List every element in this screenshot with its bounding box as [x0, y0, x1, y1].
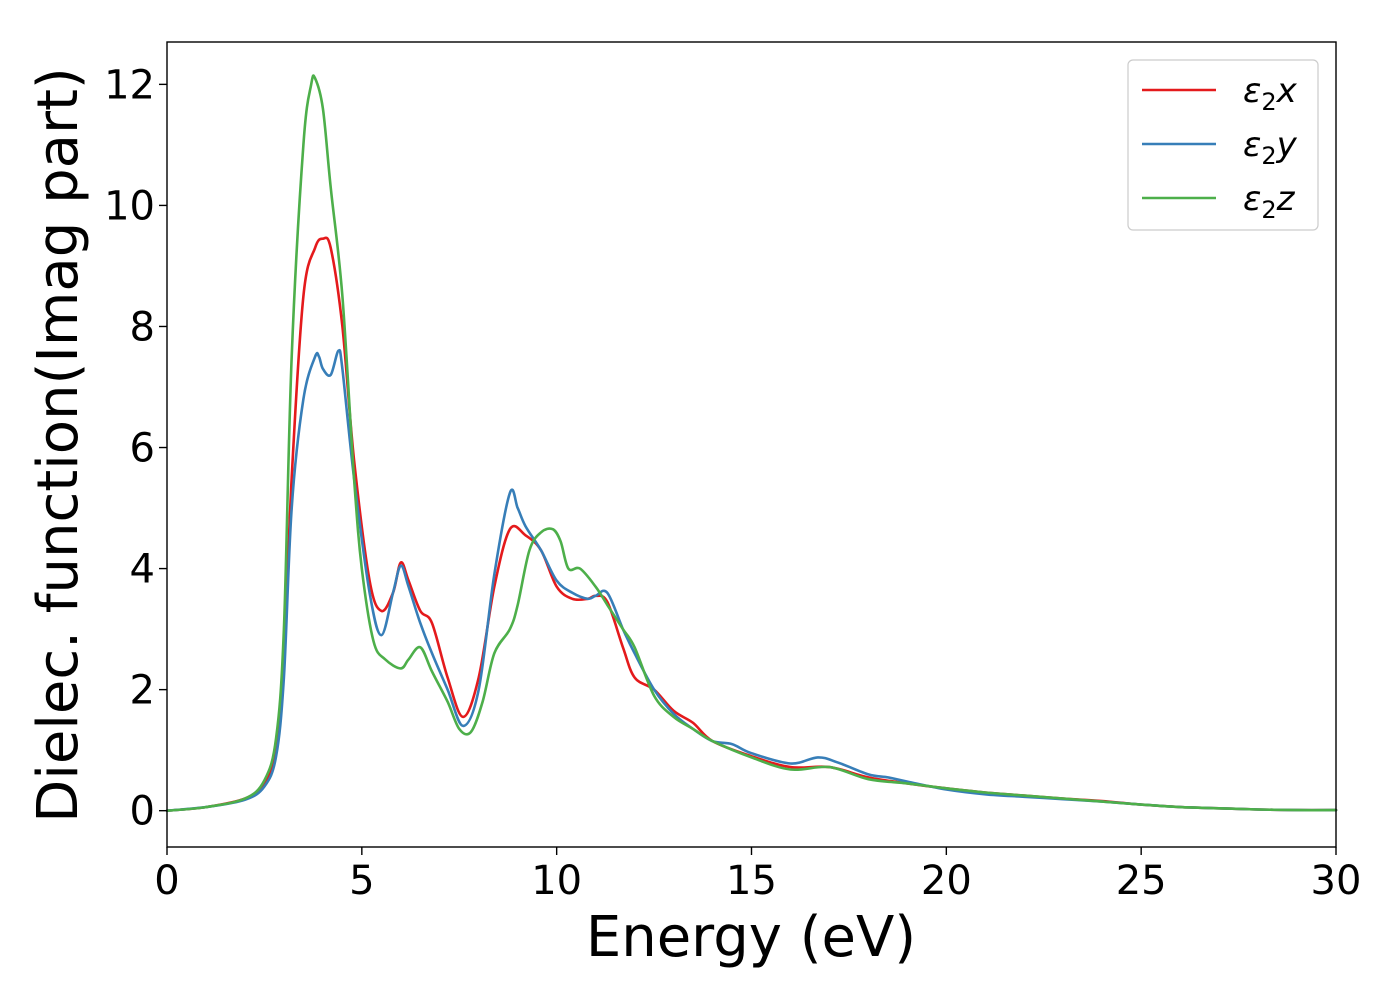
y-tick-label: 10 [104, 183, 155, 229]
x-tick-label: 20 [921, 858, 972, 904]
legend-label-z: ε2z [1243, 179, 1296, 224]
series-line-z [165, 74, 1338, 812]
tick-layer: 0 5 10 15 20 25 30 0 2 4 6 8 10 12 [104, 62, 1361, 904]
legend-label-y: ε2y [1243, 125, 1298, 170]
series-line-x [165, 236, 1338, 812]
x-axis-title: Energy (eV) [586, 905, 916, 970]
legend: ε2x ε2y ε2z [1127, 59, 1319, 231]
x-tick-label: 30 [1311, 858, 1362, 904]
series-line-y [165, 348, 1338, 812]
legend-box [1127, 59, 1319, 231]
x-tick-label: 10 [531, 858, 582, 904]
y-tick-label: 12 [104, 62, 155, 108]
y-tick-label: 6 [130, 426, 155, 472]
x-tick-label: 5 [349, 858, 374, 904]
x-tick-label: 25 [1116, 858, 1167, 904]
legend-label-x: ε2x [1243, 71, 1298, 116]
y-tick-label: 8 [130, 304, 155, 350]
x-tick-label: 15 [726, 858, 777, 904]
y-tick-label: 4 [130, 547, 155, 593]
y-tick-label: 0 [130, 789, 155, 835]
x-tick-label: 0 [154, 858, 179, 904]
series-layer [165, 74, 1338, 812]
y-tick-label: 2 [130, 668, 155, 714]
y-axis-title: Dielec. function(Imag part) [26, 67, 91, 823]
